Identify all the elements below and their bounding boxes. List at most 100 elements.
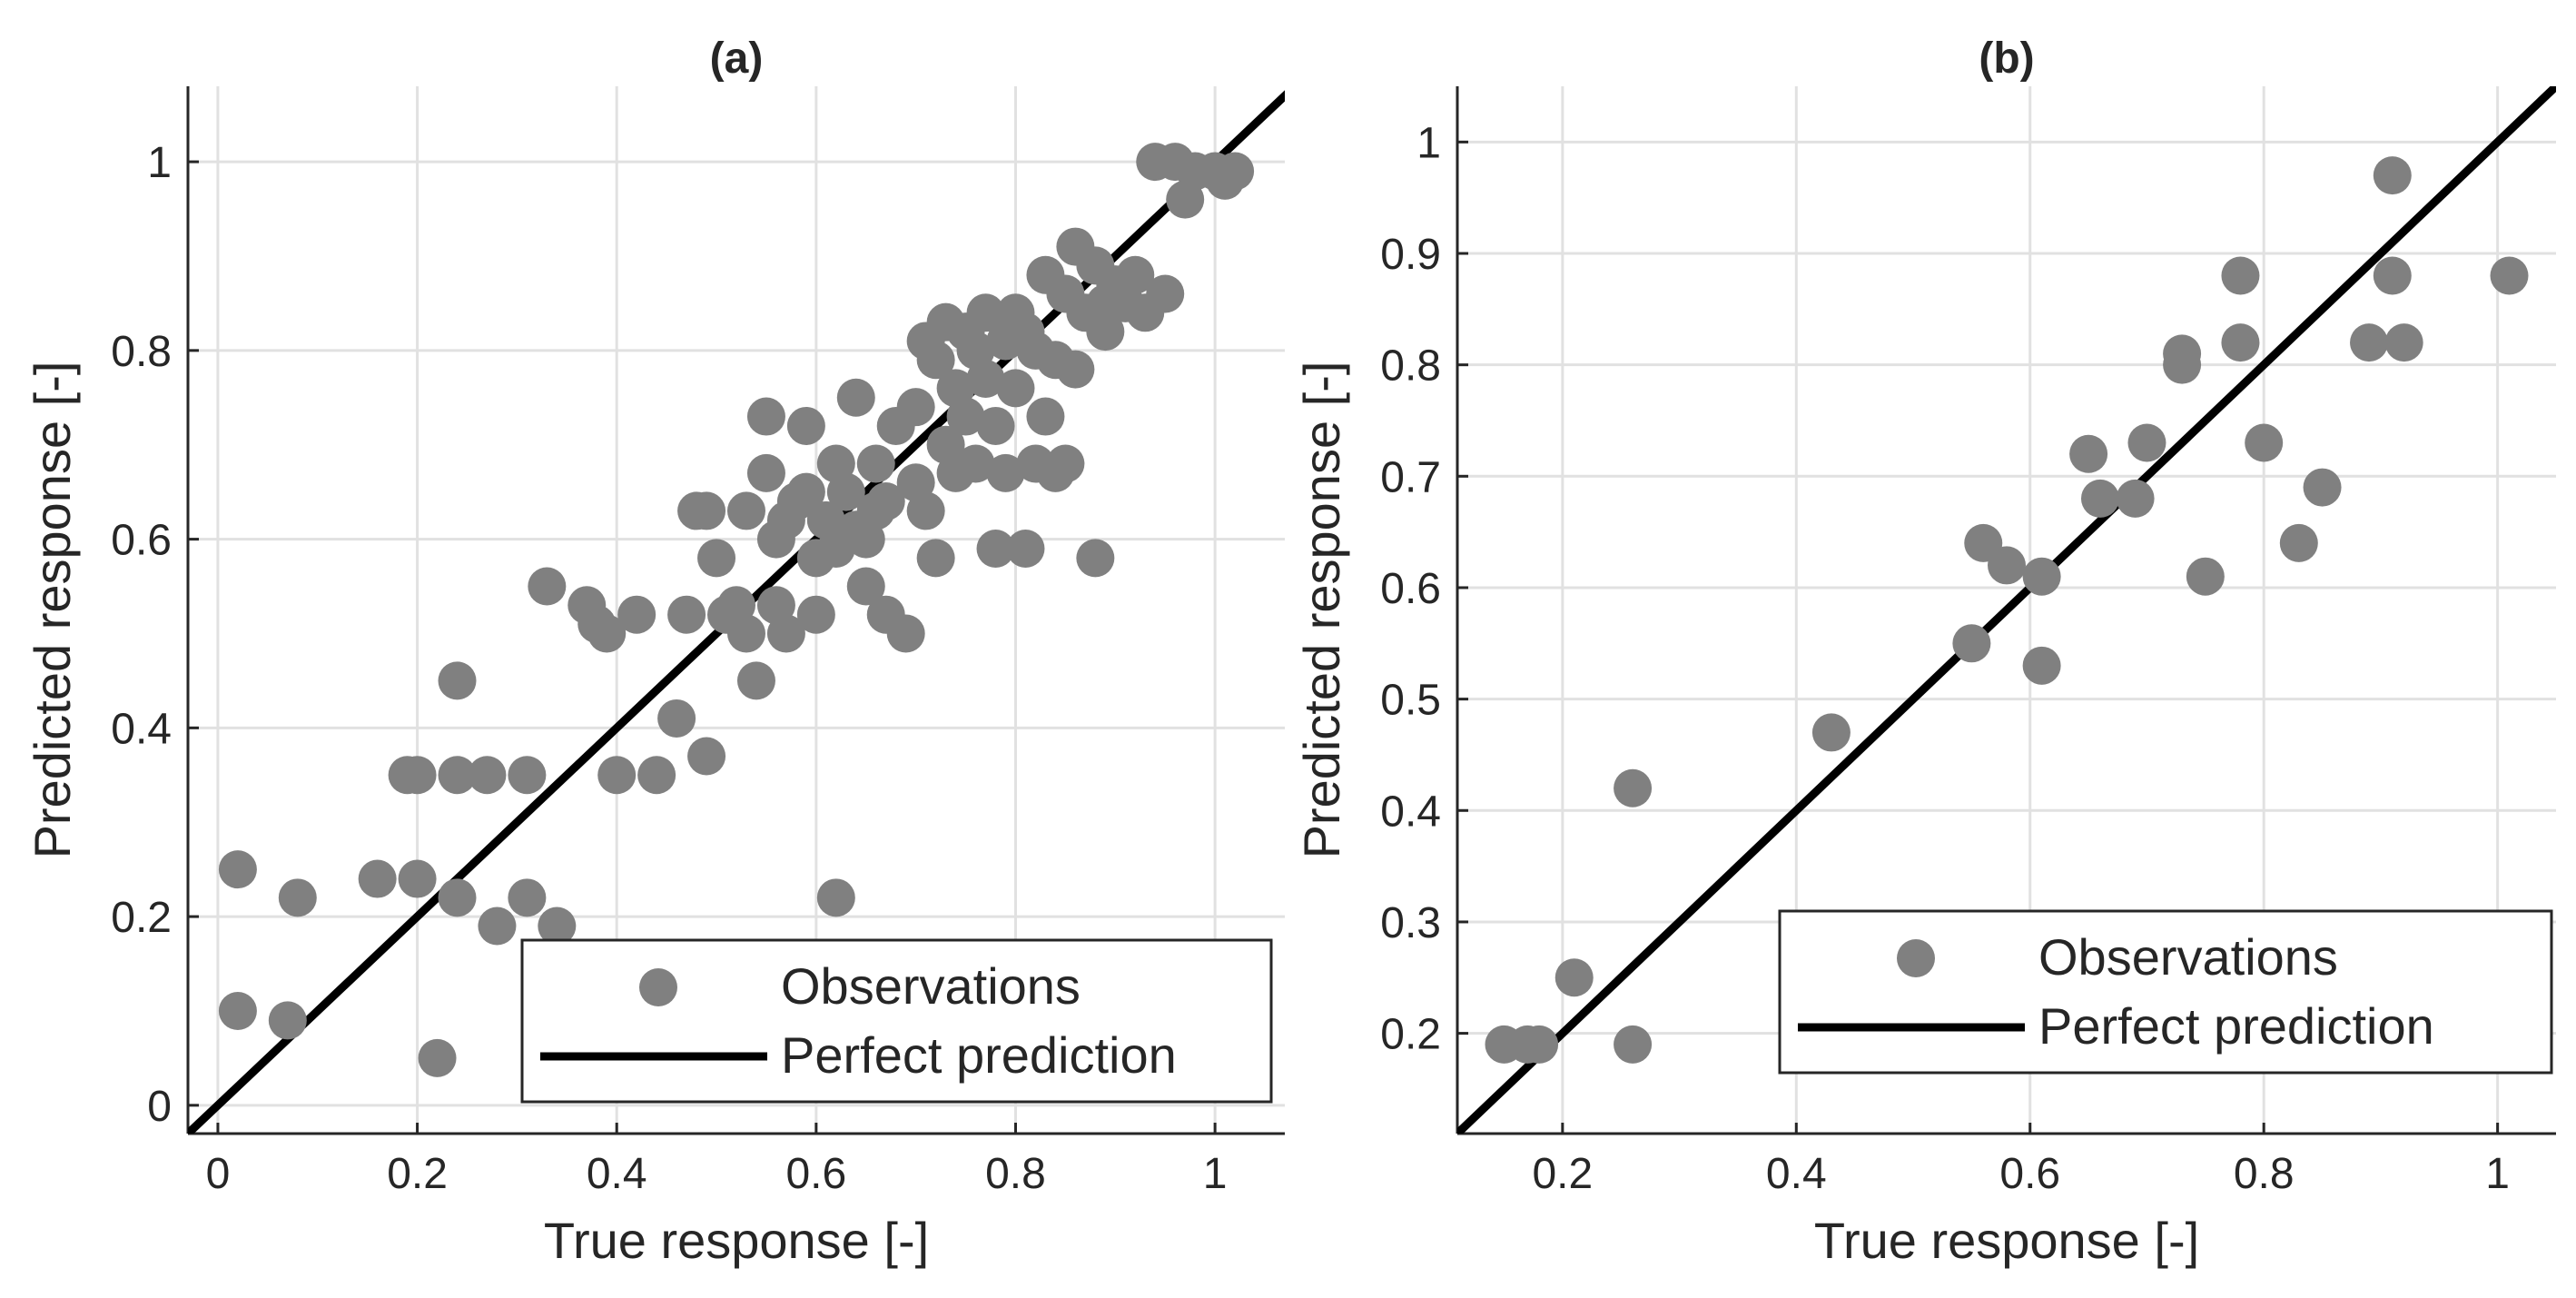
observation-point bbox=[976, 406, 1015, 445]
observation-point bbox=[956, 444, 995, 483]
observation-point bbox=[896, 388, 935, 427]
observation-point bbox=[766, 614, 805, 653]
observation-point bbox=[508, 878, 547, 917]
observation-point bbox=[2080, 479, 2119, 518]
observation-point bbox=[726, 491, 765, 530]
observation-point bbox=[856, 444, 895, 483]
observation-point bbox=[697, 539, 736, 578]
y-axis-label: Predicted response [-] bbox=[1293, 362, 1350, 859]
x-tick-label: 1 bbox=[1203, 1150, 1228, 1198]
x-tick-label: 0.6 bbox=[1999, 1150, 2060, 1198]
observation-point bbox=[2350, 323, 2389, 362]
observation-point bbox=[528, 567, 567, 606]
y-tick-label: 0.4 bbox=[111, 705, 172, 753]
legend-box bbox=[1778, 909, 2553, 1075]
observation-point bbox=[1086, 312, 1125, 352]
y-tick-label: 0.9 bbox=[1380, 231, 1441, 279]
x-tick-label: 0 bbox=[206, 1150, 231, 1198]
observation-point bbox=[1046, 444, 1085, 483]
observation-point bbox=[2069, 434, 2108, 473]
observation-point bbox=[398, 756, 437, 795]
observation-point bbox=[1988, 546, 2026, 585]
observation-point bbox=[538, 907, 577, 946]
x-axis-label: True response [-] bbox=[1814, 1212, 2199, 1269]
observation-point bbox=[886, 614, 925, 653]
perfect-prediction-line bbox=[1457, 86, 2556, 1134]
y-tick-label: 0 bbox=[147, 1083, 172, 1131]
observation-point bbox=[2303, 468, 2342, 507]
x-tick-label: 0.2 bbox=[387, 1150, 448, 1198]
y-tick-label: 1 bbox=[147, 139, 172, 187]
chart-title: (b) bbox=[1979, 35, 2034, 83]
observation-point bbox=[597, 756, 637, 795]
observation-point bbox=[508, 756, 547, 795]
y-tick-label: 0.8 bbox=[111, 328, 172, 376]
observation-point bbox=[2127, 423, 2166, 462]
observation-point bbox=[2163, 345, 2202, 384]
observation-point bbox=[667, 595, 706, 634]
observation-point bbox=[2384, 323, 2423, 362]
y-tick-label: 0.2 bbox=[111, 894, 172, 942]
observation-point bbox=[468, 756, 507, 795]
observation-point bbox=[906, 491, 945, 530]
observation-point bbox=[916, 539, 955, 578]
observation-point bbox=[587, 614, 627, 653]
observation-point bbox=[1614, 1025, 1653, 1064]
y-tick-label: 0.6 bbox=[111, 517, 172, 565]
observation-point bbox=[2245, 423, 2284, 462]
observation-point bbox=[687, 491, 726, 530]
observation-point bbox=[786, 406, 825, 445]
observation-point bbox=[866, 482, 905, 521]
y-tick-label: 0.6 bbox=[1380, 565, 1441, 613]
observation-point bbox=[2221, 256, 2260, 295]
observation-point bbox=[2022, 646, 2061, 685]
observation-point bbox=[996, 369, 1035, 408]
observation-point bbox=[278, 878, 317, 917]
y-axis-label: Predicted response [-] bbox=[24, 362, 81, 859]
observation-point bbox=[1116, 255, 1155, 294]
observation-point bbox=[478, 907, 517, 946]
legend: Observations Perfect prediction bbox=[520, 938, 1273, 1104]
x-axis-label: True response [-] bbox=[544, 1212, 929, 1269]
observation-point bbox=[836, 378, 875, 417]
legend: Observations Perfect prediction bbox=[1778, 909, 2553, 1075]
observation-point bbox=[726, 614, 765, 653]
x-tick-label: 0.4 bbox=[587, 1150, 647, 1198]
observation-point bbox=[637, 756, 676, 795]
observation-point bbox=[1520, 1025, 1559, 1064]
observation-point bbox=[1146, 274, 1185, 313]
y-tick-label: 0.4 bbox=[1380, 788, 1441, 836]
y-tick-label: 0.8 bbox=[1380, 342, 1441, 391]
panel-a: 0 0.2 0.4 0.6 0.8 1 0 0.2 0.4 0.6 0.8 1 (a) True resp… bbox=[24, 35, 1285, 1269]
y-tick-label: 0.7 bbox=[1380, 453, 1441, 501]
x-tick-label: 0.2 bbox=[1532, 1150, 1593, 1198]
chart-title: (a) bbox=[710, 35, 764, 83]
observation-point bbox=[2186, 557, 2225, 596]
observation-point bbox=[796, 595, 835, 634]
observation-point bbox=[846, 567, 885, 606]
observation-point bbox=[218, 991, 257, 1030]
observation-point bbox=[966, 360, 1005, 399]
observation-point bbox=[736, 661, 775, 700]
observation-point bbox=[268, 1001, 307, 1040]
observation-point bbox=[916, 341, 955, 380]
observation-point bbox=[746, 397, 785, 436]
y-tick-label: 0.2 bbox=[1380, 1011, 1441, 1059]
observation-point bbox=[1056, 350, 1095, 389]
observation-point bbox=[1614, 768, 1653, 808]
observation-point bbox=[687, 737, 726, 776]
observation-point bbox=[657, 699, 696, 738]
plot-area bbox=[1457, 86, 2556, 1134]
observation-point bbox=[2490, 256, 2529, 295]
observation-point bbox=[2116, 479, 2155, 518]
observation-point bbox=[976, 529, 1015, 568]
observation-point bbox=[816, 878, 855, 917]
x-tick-label: 0.4 bbox=[1766, 1150, 1827, 1198]
observation-point bbox=[786, 472, 825, 511]
observation-point bbox=[746, 453, 785, 492]
observation-point bbox=[1006, 529, 1045, 568]
x-tick-label: 0.6 bbox=[785, 1150, 846, 1198]
y-tick-label: 0.5 bbox=[1380, 677, 1441, 725]
observation-point bbox=[617, 595, 656, 634]
